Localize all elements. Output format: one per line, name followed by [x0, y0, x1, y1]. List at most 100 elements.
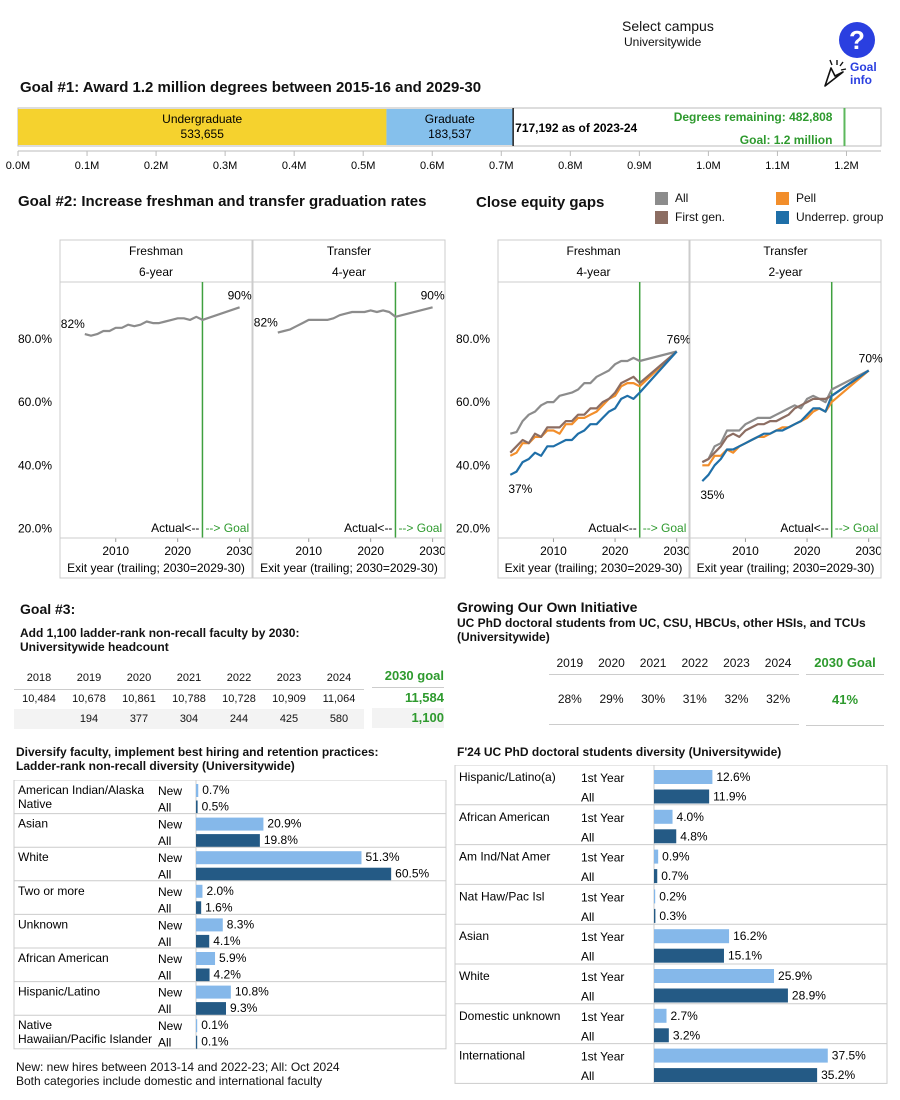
- faculty-bar: [196, 834, 260, 848]
- equity-series-underrep-group: [701, 369, 870, 482]
- equity-y-tick-label: 80.0%: [456, 332, 490, 346]
- goal-info-label-2[interactable]: info: [850, 73, 872, 87]
- equity-title: Close equity gaps: [476, 194, 605, 211]
- phd-bar: [654, 1048, 828, 1063]
- goal2-panel-header: [252, 239, 446, 283]
- goo-table: 2019 2020 2021 2022 2023 2024 28% 29% 30…: [549, 652, 799, 725]
- phd-category-name: Am Ind/Nat Amer: [459, 850, 550, 864]
- faculty-category-name: African American: [18, 951, 109, 965]
- goal1-tick-label: 0.4M: [282, 160, 306, 172]
- goal3-added-cell: 580: [329, 713, 349, 725]
- phd-value-label: 25.9%: [778, 969, 812, 983]
- goal-info-button[interactable]: ? Goal info: [815, 22, 885, 92]
- goal1-remaining-text: Degrees remaining: 482,808: [674, 110, 833, 124]
- faculty-bar: [196, 1002, 226, 1016]
- goal2-x-tick-label: 2030: [226, 544, 253, 558]
- phd-bar: [654, 948, 724, 963]
- equity-x-tick-label: 2030: [855, 544, 882, 558]
- campus-select[interactable]: Universitywide: [624, 35, 702, 49]
- goo-value-cell: 32%: [724, 692, 749, 706]
- goal3-headcount-cell: 10,678: [72, 693, 106, 706]
- faculty-value-label: 51.3%: [365, 850, 399, 864]
- goal1-bar-undergraduate: [18, 109, 387, 145]
- phd-row-label: All: [581, 910, 594, 924]
- goal3-year-cell: 2019: [76, 671, 102, 684]
- faculty-diversity-chart: American Indian/Alaska Native New 0.7% All 0.…: [13, 780, 447, 1050]
- faculty-bar: [196, 918, 223, 932]
- goal1-segment-value: 533,655: [181, 127, 225, 141]
- goo-year-cell: 2022: [681, 655, 709, 670]
- goo-title: Growing Our Own Initiative: [457, 599, 638, 615]
- phd-bar: [654, 829, 677, 844]
- goal3-added-cell: 304: [179, 713, 199, 725]
- phd-row-label: All: [581, 990, 594, 1004]
- goo-value-cell: 29%: [599, 692, 624, 706]
- goal1-title: Goal #1: Award 1.2 million degrees betwe…: [20, 79, 482, 96]
- equity-x-tick-label: 2020: [602, 544, 629, 558]
- goal3-added-cell: 425: [279, 713, 299, 725]
- faculty-value-label: 0.1%: [201, 1035, 229, 1049]
- goal1-segment-value: 183,537: [428, 127, 472, 141]
- faculty-row-label: All: [158, 1036, 171, 1050]
- equity-series-all: [510, 350, 677, 435]
- goal2-y-tick-label: 60.0%: [18, 395, 52, 409]
- goal2-x-axis-frame: [252, 537, 446, 579]
- faculty-value-label: 4.2%: [214, 968, 242, 982]
- equity-x-tick-label: 2010: [540, 544, 567, 558]
- phd-category-name: White: [459, 969, 490, 983]
- goal2-x-axis-label: Exit year (trailing; 2030=2029-30): [260, 561, 438, 575]
- goal2-plot-frame: [252, 281, 446, 539]
- goo-year-cell: 2019: [556, 655, 584, 670]
- goal1-tick-label: 0.6M: [420, 160, 444, 172]
- equity-y-tick-label: 60.0%: [456, 395, 490, 409]
- goal1-bar-graduate: [386, 109, 514, 145]
- legend-swatch: [776, 211, 789, 224]
- goal3-headcount-cell: 10,484: [22, 693, 56, 706]
- goal-info-label-1[interactable]: Goal: [850, 60, 877, 74]
- phd-bar: [654, 929, 730, 944]
- equity-panel-subtitle: 2-year: [768, 265, 802, 279]
- faculty-value-label: 8.3%: [227, 917, 255, 931]
- phd-row-label: 1st Year: [581, 890, 624, 904]
- goal1-goal-text: Goal: 1.2 million: [740, 133, 833, 147]
- goal2-goal-label: --> Goal: [205, 521, 249, 535]
- equity-panel-subtitle: 4-year: [576, 265, 610, 279]
- goal2-end-label: 90%: [421, 288, 445, 302]
- equity-gap-chart: 20.0% 40.0% 60.0% 80.0% Freshman 4-year Actual…: [456, 239, 883, 579]
- phd-div-title: F'24 UC PhD doctoral students diversity …: [457, 745, 782, 759]
- goal2-actual-label: Actual<--: [151, 521, 199, 535]
- equity-goal-label: --> Goal: [643, 521, 687, 535]
- help-icon[interactable]: ?: [839, 22, 875, 58]
- faculty-value-label: 0.5%: [202, 800, 230, 814]
- phd-row-label: 1st Year: [581, 930, 624, 944]
- equity-y-tick-label: 20.0%: [456, 522, 490, 536]
- goo-value-cell: 32%: [766, 692, 791, 706]
- phd-value-label: 12.6%: [716, 770, 750, 784]
- equity-start-label: 37%: [508, 482, 532, 496]
- phd-row-label: 1st Year: [581, 851, 624, 865]
- phd-value-label: 0.9%: [662, 850, 690, 864]
- phd-category-name: Asian: [459, 929, 489, 943]
- equity-x-axis-frame: [497, 537, 690, 579]
- phd-bar: [654, 969, 775, 983]
- faculty-row-label: New: [158, 885, 182, 899]
- goal3-goal-header: 2030 goal: [384, 668, 444, 683]
- phd-value-label: 16.2%: [733, 929, 767, 943]
- goal2-start-label: 82%: [61, 317, 85, 331]
- equity-series-first-gen-: [701, 369, 870, 464]
- faculty-row-label: New: [158, 986, 182, 1000]
- select-campus-label: Select campus: [622, 18, 714, 34]
- faculty-value-label: 9.3%: [230, 1001, 258, 1015]
- phd-row-label: 1st Year: [581, 811, 624, 825]
- goal3-headcount-cell: 10,861: [122, 693, 156, 706]
- legend-label: All: [675, 191, 689, 205]
- equity-panel-title: Freshman: [566, 244, 620, 258]
- faculty-row-label: New: [158, 818, 182, 832]
- phd-value-label: 15.1%: [728, 949, 762, 963]
- goal1-tick-label: 1.2M: [834, 160, 858, 172]
- faculty-value-label: 10.8%: [235, 985, 269, 999]
- goal2-goal-label: --> Goal: [398, 521, 442, 535]
- faculty-row-label: All: [158, 1002, 171, 1016]
- phd-bar: [654, 869, 658, 884]
- phd-bar: [654, 1008, 667, 1023]
